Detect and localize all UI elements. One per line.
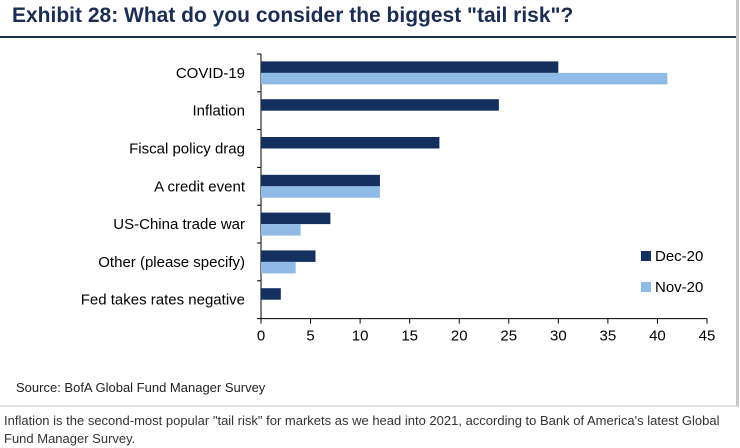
exhibit-frame: Exhibit 28: What do you consider the big…	[0, 0, 739, 407]
x-tick-label: 25	[500, 328, 517, 345]
x-tick-label: 10	[352, 328, 369, 345]
bar-dec-20	[261, 137, 440, 149]
x-tick-label: 40	[649, 328, 666, 345]
x-tick-label: 15	[401, 328, 418, 345]
article-caption: Inflation is the second-most popular "ta…	[4, 413, 720, 446]
x-tick-label: 5	[306, 328, 314, 345]
bar-dec-20	[261, 174, 380, 187]
category-label: Fiscal policy drag	[129, 141, 245, 158]
bar-dec-20	[261, 212, 331, 225]
bar-nov-20	[261, 224, 301, 236]
category-label: COVID-19	[176, 65, 245, 82]
bar-nov-20	[261, 186, 380, 198]
category-label: Other (please specify)	[98, 254, 245, 271]
source-note: Source: BofA Global Fund Manager Survey	[16, 380, 266, 395]
bar-nov-20	[261, 261, 296, 274]
legend-swatch-dec-20	[641, 251, 651, 261]
legend-label-dec-20: Dec-20	[655, 248, 703, 265]
category-label: US-China trade war	[113, 216, 245, 233]
legend-swatch-nov-20	[641, 282, 651, 292]
x-tick-label: 45	[699, 328, 716, 345]
tail-risk-bar-chart: 0 5 10 15 20 25 30 35 40 45 COVID-19 Inflation Fisca…	[81, 53, 716, 345]
title-rule	[0, 36, 736, 38]
x-tick-label: 30	[550, 328, 567, 345]
legend-label-nov-20: Nov-20	[655, 279, 703, 296]
category-label: Fed takes rates negative	[81, 292, 245, 309]
x-tick-label: 35	[600, 328, 617, 345]
bar-dec-20	[261, 61, 559, 73]
category-label: A credit event	[154, 178, 246, 195]
x-tick-label: 20	[451, 328, 468, 345]
category-label: Inflation	[192, 103, 245, 120]
bar-dec-20	[261, 288, 281, 300]
chart-title: Exhibit 28: What do you consider the big…	[12, 4, 574, 27]
bar-dec-20	[261, 99, 499, 111]
bar-nov-20	[261, 72, 668, 85]
x-tick-label: 0	[257, 328, 265, 345]
bar-dec-20	[261, 250, 316, 262]
